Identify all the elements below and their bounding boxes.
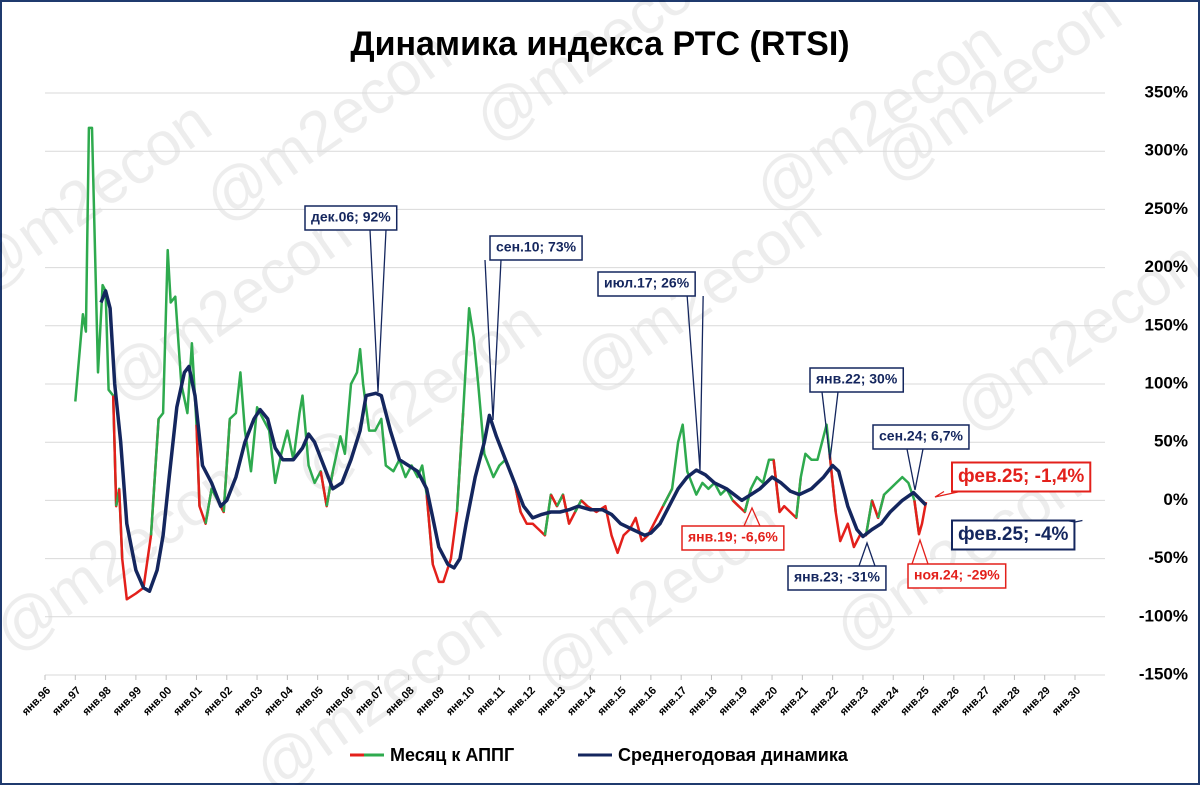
annotation: янв.19; -6,6% — [681, 506, 785, 551]
annotation-label: июл.17; 26% — [604, 275, 690, 291]
annotation: фев.25; -1,4% — [934, 461, 1092, 498]
annotation-label: фев.25; -4% — [958, 524, 1069, 545]
annotation-box — [951, 519, 1076, 551]
series-line — [325, 347, 435, 565]
annotation-pointer — [934, 490, 961, 498]
y-tick-label: 350% — [1145, 82, 1188, 101]
y-tick-label: 150% — [1145, 315, 1188, 334]
annotation: янв.23; -31% — [787, 541, 887, 591]
y-tick-label: 50% — [1154, 432, 1188, 451]
annotation-label: сен.10; 73% — [496, 239, 577, 255]
annotation-pointer — [906, 448, 924, 491]
series-line — [99, 289, 928, 593]
annotation-box — [872, 424, 970, 450]
y-tick-label: -100% — [1139, 606, 1188, 625]
annotation-pointer — [743, 506, 761, 527]
y-tick-label: -150% — [1139, 664, 1188, 683]
annotation-label: янв.22; 30% — [816, 371, 898, 387]
annotation-box — [809, 367, 905, 393]
annotation-label: фев.25; -1,4% — [958, 466, 1084, 487]
y-tick-label: 0% — [1163, 490, 1188, 509]
annotation-label: дек.06; 92% — [311, 209, 391, 225]
annotation-pointer — [821, 391, 839, 461]
y-tick-label: 100% — [1145, 373, 1188, 392]
annotation: июл.17; 26% — [597, 271, 704, 471]
series-line — [876, 475, 921, 535]
annotation-pointer — [369, 229, 387, 393]
annotation-pointer — [484, 259, 502, 421]
annotation-label: янв.23; -31% — [794, 569, 880, 585]
annotation-box — [304, 205, 398, 231]
annotation-label: ноя.24; -29% — [914, 567, 1000, 583]
y-tick-label: 200% — [1145, 257, 1188, 276]
annotation-box — [597, 271, 696, 297]
annotation-box — [907, 563, 1007, 589]
annotation-box — [951, 461, 1092, 493]
y-tick-label: 300% — [1145, 141, 1188, 160]
legend-label: Среднегодовая динамика — [618, 745, 849, 765]
series-line — [74, 126, 118, 507]
annotation: янв.22; 30% — [809, 367, 905, 461]
series-line — [913, 500, 928, 536]
y-tick-label: -50% — [1148, 548, 1188, 567]
annotation-pointer — [686, 295, 704, 471]
series-line — [222, 371, 328, 513]
annotation: фев.25; -4% — [951, 519, 1083, 551]
y-tick-label: 250% — [1145, 199, 1188, 218]
annotation-pointer — [858, 541, 876, 567]
annotation: сен.10; 73% — [484, 235, 583, 421]
series-line — [149, 248, 201, 536]
annotation-label: сен.24; 6,7% — [879, 428, 964, 444]
annotation-pointer — [911, 537, 929, 565]
chart-title: Динамика индекса РТС (RTSI) — [350, 25, 849, 63]
annotation-box — [681, 525, 785, 551]
annotation: дек.06; 92% — [304, 205, 398, 393]
annotation-pointer — [1066, 519, 1083, 523]
annotation-box — [787, 565, 887, 591]
annotation: ноя.24; -29% — [907, 537, 1007, 589]
annotation: сен.24; 6,7% — [872, 424, 970, 491]
annotation-label: янв.19; -6,6% — [688, 529, 778, 545]
legend-label: Месяц к АППГ — [390, 745, 514, 765]
annotation-box — [489, 235, 583, 261]
